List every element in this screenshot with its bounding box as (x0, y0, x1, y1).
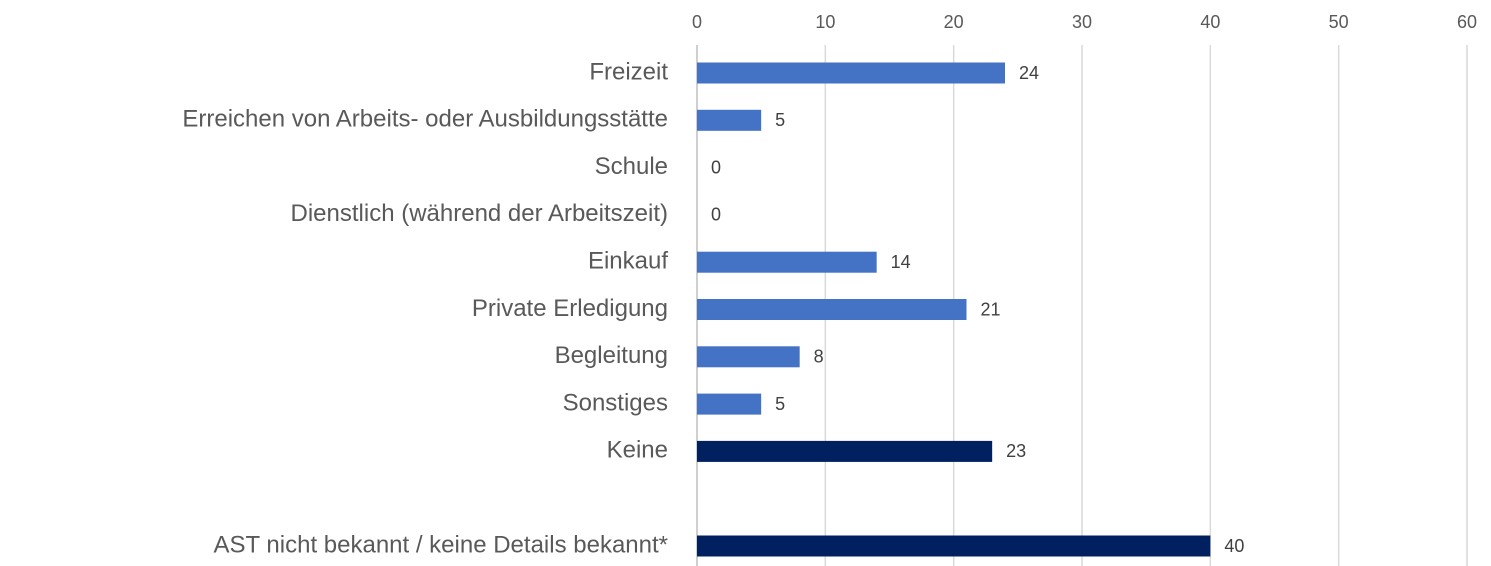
bar (697, 393, 762, 415)
x-tick-label: 10 (815, 12, 835, 32)
bar (697, 251, 877, 273)
x-tick-label: 50 (1329, 12, 1349, 32)
category-label: Sonstiges (563, 389, 668, 416)
category-label: Private Erledigung (472, 295, 668, 322)
bar (697, 346, 800, 368)
value-label: 24 (1019, 63, 1039, 83)
value-label: 14 (891, 252, 911, 272)
value-label: 0 (711, 157, 721, 177)
category-label: Schule (595, 153, 668, 180)
x-tick-label: 40 (1200, 12, 1220, 32)
category-label: Begleitung (555, 342, 668, 369)
value-label: 5 (775, 110, 785, 130)
value-label: 8 (814, 347, 824, 367)
x-tick-label: 60 (1457, 12, 1477, 32)
value-label: 5 (775, 394, 785, 414)
value-label: 0 (711, 205, 721, 225)
category-label: Erreichen von Arbeits- oder Ausbildungss… (182, 106, 668, 133)
bar (697, 109, 762, 131)
category-label: Einkauf (588, 248, 668, 275)
category-label: Dienstlich (während der Arbeitszeit) (291, 200, 669, 227)
value-label: 21 (981, 299, 1001, 319)
category-label: Keine (607, 437, 668, 464)
bar (697, 299, 967, 320)
value-label: 23 (1006, 441, 1026, 461)
bar (697, 62, 1005, 84)
x-tick-label: 30 (1072, 12, 1092, 32)
value-label: 40 (1224, 536, 1244, 556)
bar (697, 440, 993, 462)
x-tick-label: 20 (944, 12, 964, 32)
bar (697, 535, 1211, 557)
x-tick-label: 0 (692, 12, 702, 32)
category-label: AST nicht bekannt / keine Details bekann… (214, 531, 669, 558)
category-label: Freizeit (589, 58, 668, 85)
